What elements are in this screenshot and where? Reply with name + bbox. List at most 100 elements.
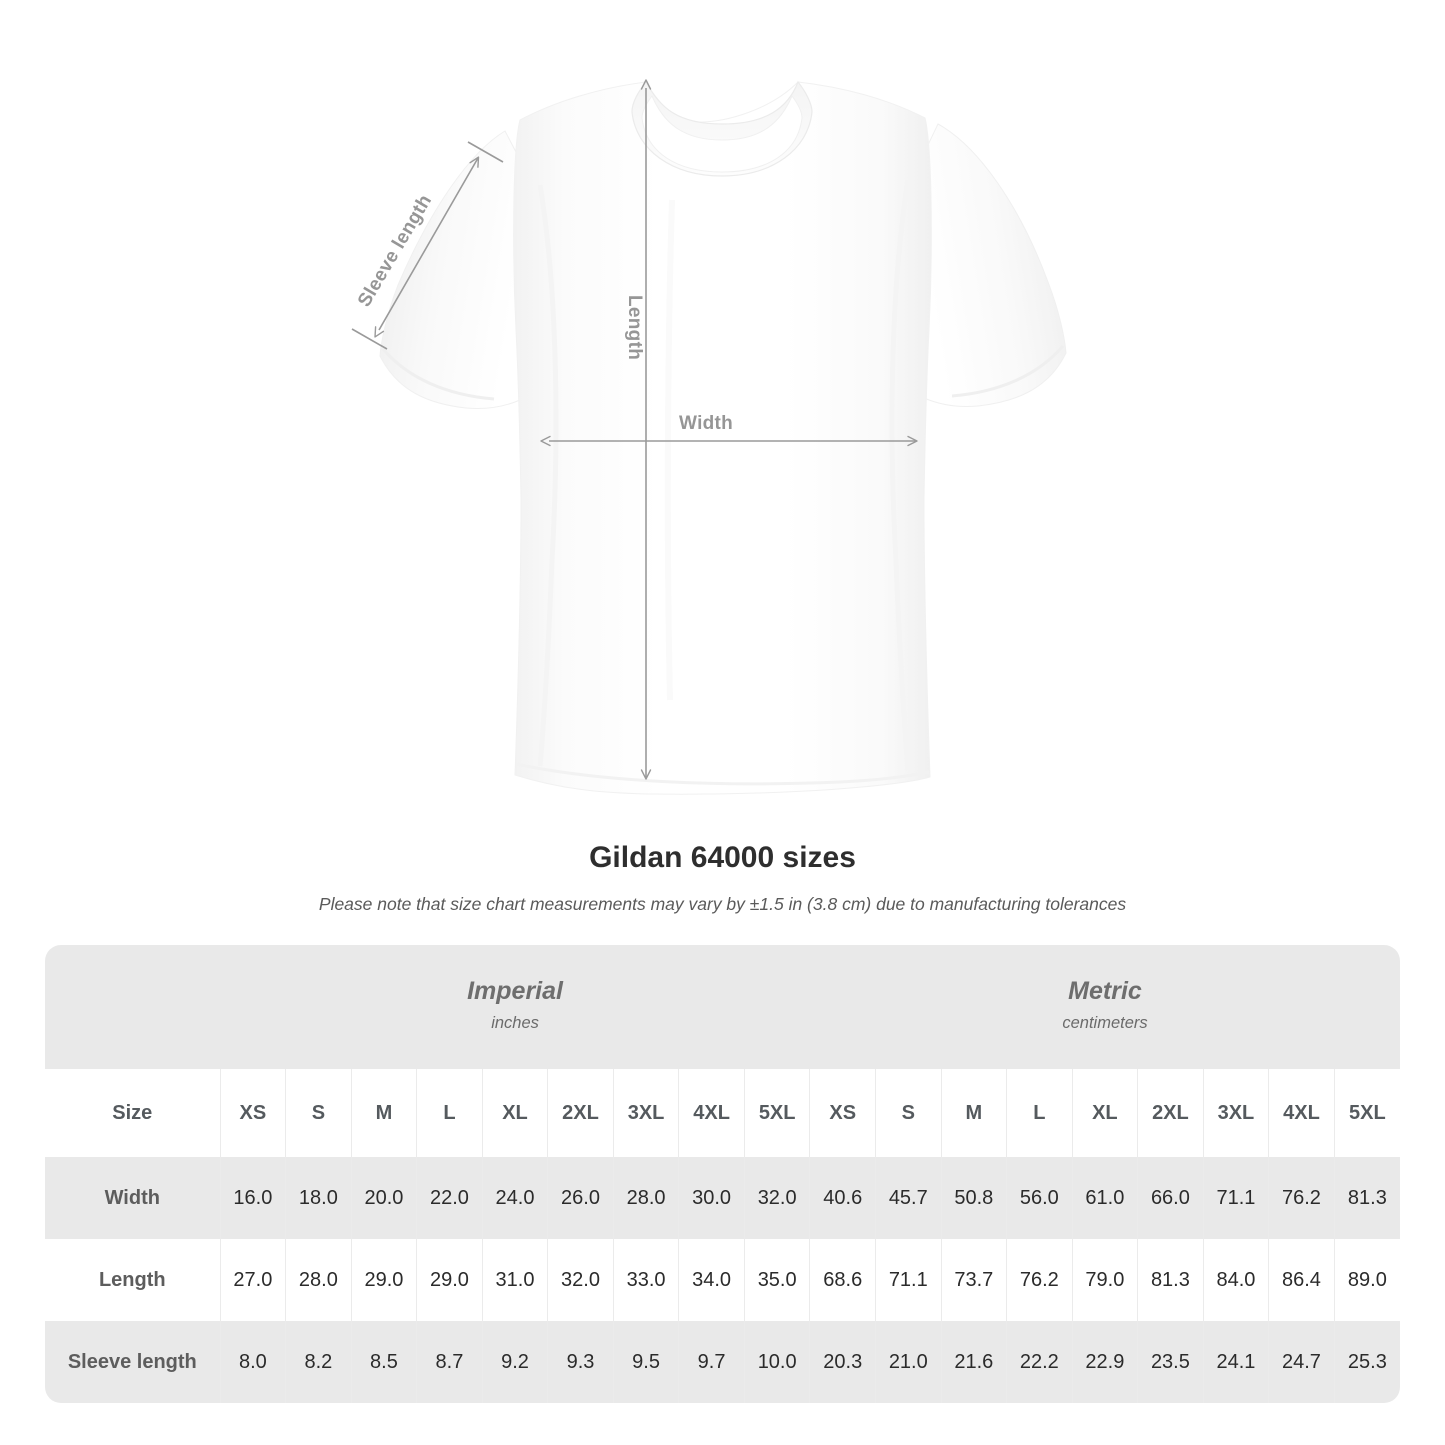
size-col-metric-2xl: 2XL xyxy=(1137,1069,1204,1157)
cell-length-metric-4xl: 86.4 xyxy=(1268,1239,1335,1321)
cell-sleeve-metric-3xl: 24.1 xyxy=(1202,1321,1269,1403)
size-col-metric-s: S xyxy=(875,1069,942,1157)
size-col-metric-xs: XS xyxy=(809,1069,876,1157)
sleeve-tick-upper xyxy=(467,141,504,163)
size-col-metric-4xl: 4XL xyxy=(1268,1069,1335,1157)
size-col-imperial-m: M xyxy=(350,1069,417,1157)
cell-sleeve-imperial-xl: 9.2 xyxy=(481,1321,548,1403)
row-label-length: Length xyxy=(45,1239,221,1321)
cell-length-metric-xs: 68.6 xyxy=(809,1239,876,1321)
measurement-annotations xyxy=(351,79,918,780)
size-col-metric-l: L xyxy=(1006,1069,1073,1157)
size-col-imperial-4xl: 4XL xyxy=(678,1069,745,1157)
unit-sub-imperial: inches xyxy=(491,1013,539,1032)
cell-sleeve-metric-xl: 22.9 xyxy=(1071,1321,1138,1403)
cell-width-imperial-4xl: 30.0 xyxy=(678,1157,745,1239)
size-col-imperial-xl: XL xyxy=(481,1069,548,1157)
size-chart-table: Imperial inches Metric centimeters Size … xyxy=(45,945,1400,1403)
size-header-label: Size xyxy=(45,1069,221,1157)
cell-width-metric-4xl: 76.2 xyxy=(1268,1157,1335,1239)
cell-length-metric-m: 73.7 xyxy=(940,1239,1007,1321)
cell-sleeve-imperial-m: 8.5 xyxy=(350,1321,417,1403)
tshirt-diagram: Width Length Sleeve length xyxy=(351,79,1067,795)
row-label-sleeve-length: Sleeve length xyxy=(45,1321,221,1403)
title-block: Gildan 64000 sizes Please note that size… xyxy=(0,840,1445,915)
unit-name-metric: Metric xyxy=(1068,977,1142,1006)
cell-width-metric-s: 45.7 xyxy=(875,1157,942,1239)
size-header-row: Size XS S M L XL 2XL 3XL 4XL 5XL XS S M … xyxy=(45,1069,1400,1157)
cell-length-imperial-5xl: 35.0 xyxy=(743,1239,810,1321)
size-col-imperial-s: S xyxy=(285,1069,352,1157)
cell-length-metric-s: 71.1 xyxy=(875,1239,942,1321)
size-col-metric-5xl: 5XL xyxy=(1333,1069,1400,1157)
cell-sleeve-imperial-3xl: 9.5 xyxy=(612,1321,679,1403)
cell-width-metric-5xl: 81.3 xyxy=(1333,1157,1400,1239)
size-col-imperial-3xl: 3XL xyxy=(612,1069,679,1157)
size-col-imperial-l: L xyxy=(416,1069,483,1157)
cell-width-metric-3xl: 71.1 xyxy=(1202,1157,1269,1239)
cell-sleeve-metric-l: 22.2 xyxy=(1006,1321,1073,1403)
tolerance-note: Please note that size chart measurements… xyxy=(318,894,1127,914)
cell-width-metric-l: 56.0 xyxy=(1006,1157,1073,1239)
length-label: Length xyxy=(624,295,645,361)
cell-length-imperial-xs: 27.0 xyxy=(219,1239,286,1321)
cell-width-metric-m: 50.8 xyxy=(940,1157,1007,1239)
cell-length-imperial-2xl: 32.0 xyxy=(547,1239,614,1321)
cell-width-imperial-2xl: 26.0 xyxy=(547,1157,614,1239)
cell-width-imperial-5xl: 32.0 xyxy=(743,1157,810,1239)
sleeve-tick-lower xyxy=(351,328,388,350)
cell-length-imperial-l: 29.0 xyxy=(416,1239,483,1321)
cell-length-metric-xl: 79.0 xyxy=(1071,1239,1138,1321)
unit-banner-spacer xyxy=(45,945,221,1069)
page-title: Gildan 64000 sizes xyxy=(589,841,856,874)
row-label-width: Width xyxy=(45,1157,221,1239)
cell-length-imperial-4xl: 34.0 xyxy=(678,1239,745,1321)
cell-width-imperial-s: 18.0 xyxy=(285,1157,352,1239)
size-col-metric-3xl: 3XL xyxy=(1202,1069,1269,1157)
cell-width-metric-xl: 61.0 xyxy=(1071,1157,1138,1239)
cell-width-metric-xs: 40.6 xyxy=(809,1157,876,1239)
size-col-metric-xl: XL xyxy=(1071,1069,1138,1157)
unit-banner-row: Imperial inches Metric centimeters xyxy=(45,945,1400,1069)
cell-sleeve-imperial-5xl: 10.0 xyxy=(743,1321,810,1403)
cell-sleeve-metric-xs: 20.3 xyxy=(809,1321,876,1403)
unit-banner-metric: Metric centimeters xyxy=(809,945,1400,1069)
cell-length-imperial-s: 28.0 xyxy=(285,1239,352,1321)
cell-length-metric-5xl: 89.0 xyxy=(1333,1239,1400,1321)
cell-sleeve-imperial-4xl: 9.7 xyxy=(678,1321,745,1403)
cell-length-metric-3xl: 84.0 xyxy=(1202,1239,1269,1321)
cell-sleeve-metric-s: 21.0 xyxy=(875,1321,942,1403)
size-col-imperial-xs: XS xyxy=(219,1069,286,1157)
cell-length-metric-l: 76.2 xyxy=(1006,1239,1073,1321)
cell-length-imperial-m: 29.0 xyxy=(350,1239,417,1321)
cell-length-imperial-xl: 31.0 xyxy=(481,1239,548,1321)
cell-width-imperial-l: 22.0 xyxy=(416,1157,483,1239)
cell-sleeve-imperial-2xl: 9.3 xyxy=(547,1321,614,1403)
cell-sleeve-metric-5xl: 25.3 xyxy=(1333,1321,1400,1403)
cell-width-imperial-xl: 24.0 xyxy=(481,1157,548,1239)
size-chart-table-container: Imperial inches Metric centimeters Size … xyxy=(45,945,1400,1403)
unit-banner-imperial: Imperial inches xyxy=(220,945,810,1069)
cell-length-imperial-3xl: 33.0 xyxy=(612,1239,679,1321)
size-col-imperial-2xl: 2XL xyxy=(547,1069,614,1157)
cell-sleeve-metric-2xl: 23.5 xyxy=(1137,1321,1204,1403)
cell-sleeve-imperial-xs: 8.0 xyxy=(219,1321,286,1403)
table-row: Width 16.0 18.0 20.0 22.0 24.0 26.0 28.0… xyxy=(45,1157,1400,1239)
tshirt-illustration xyxy=(351,79,1067,795)
cell-sleeve-metric-4xl: 24.7 xyxy=(1268,1321,1335,1403)
table-row: Length 27.0 28.0 29.0 29.0 31.0 32.0 33.… xyxy=(45,1239,1400,1321)
size-col-metric-m: M xyxy=(940,1069,1007,1157)
cell-width-imperial-xs: 16.0 xyxy=(219,1157,286,1239)
shirt-shape xyxy=(379,80,1067,795)
table-row: Sleeve length 8.0 8.2 8.5 8.7 9.2 9.3 9.… xyxy=(45,1321,1400,1403)
size-col-imperial-5xl: 5XL xyxy=(743,1069,810,1157)
cell-sleeve-metric-m: 21.6 xyxy=(940,1321,1007,1403)
cell-sleeve-imperial-s: 8.2 xyxy=(285,1321,352,1403)
cell-sleeve-imperial-l: 8.7 xyxy=(416,1321,483,1403)
unit-name-imperial: Imperial xyxy=(467,977,563,1006)
cell-width-metric-2xl: 66.0 xyxy=(1137,1157,1204,1239)
width-label: Width xyxy=(679,413,734,434)
cell-length-metric-2xl: 81.3 xyxy=(1137,1239,1204,1321)
cell-width-imperial-m: 20.0 xyxy=(350,1157,417,1239)
cell-width-imperial-3xl: 28.0 xyxy=(612,1157,679,1239)
